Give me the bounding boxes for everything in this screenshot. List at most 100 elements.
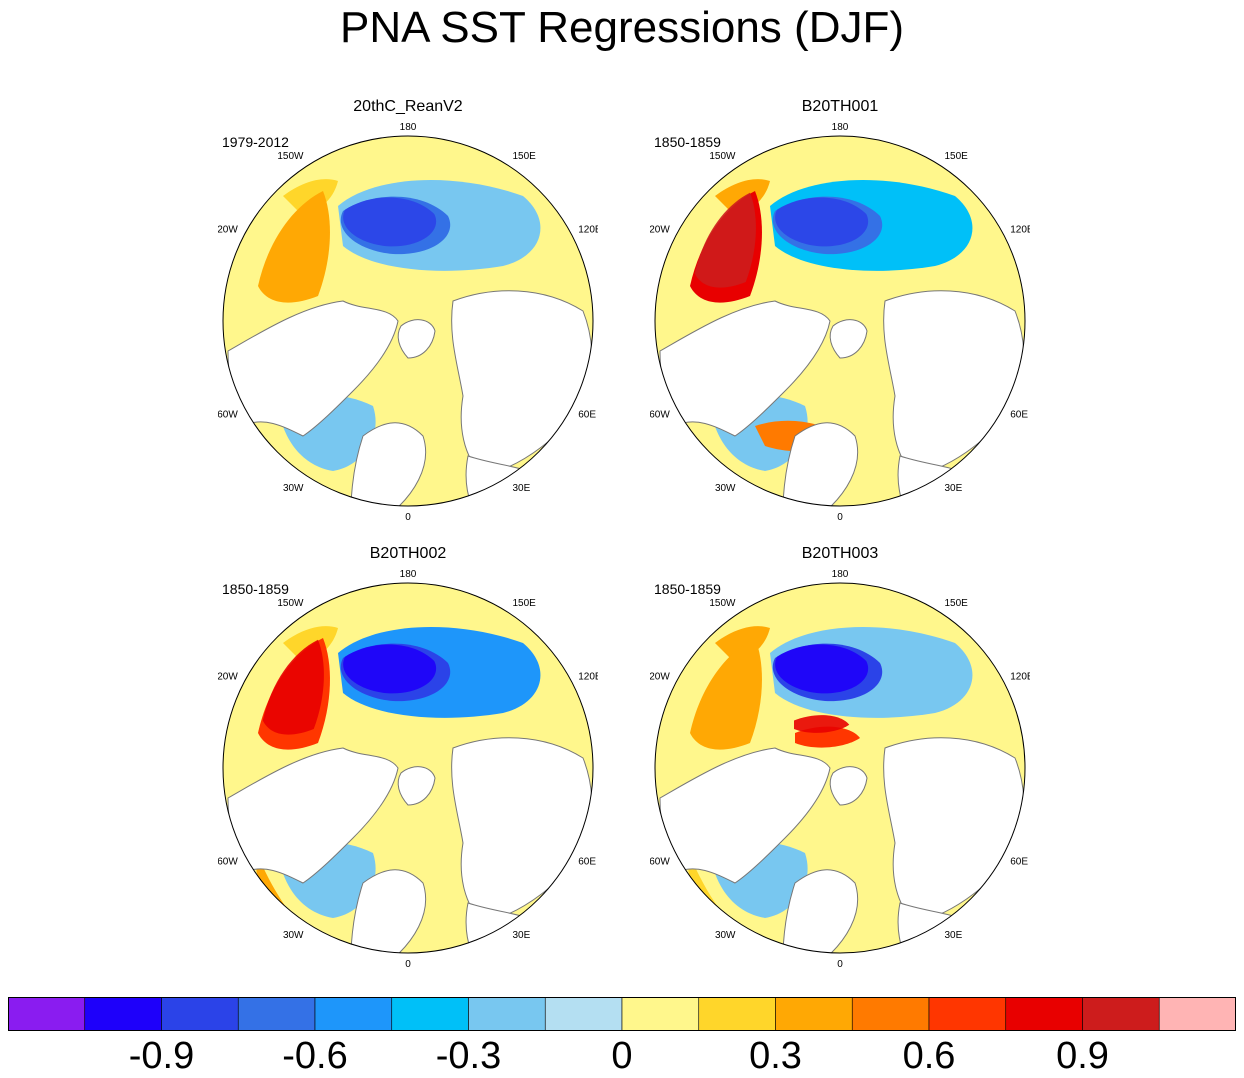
land [350, 422, 427, 506]
longitude-label: 120E [578, 225, 598, 236]
colorbar-tick-label: 0.9 [1056, 1035, 1109, 1077]
panel-title: B20TH001 [801, 98, 879, 115]
land [829, 766, 868, 806]
longitude-label: 150E [945, 151, 969, 162]
longitude-label: 120W [650, 672, 670, 683]
longitude-label: 60E [578, 857, 596, 868]
longitude-label: 30W [283, 483, 304, 494]
longitude-label: 150W [709, 598, 736, 609]
land [897, 902, 981, 953]
colorbar-swatch [1005, 997, 1083, 1031]
colorbar-swatch [698, 997, 776, 1031]
colorbar-swatch [1158, 997, 1236, 1031]
map: 180150E120E90E60E30E030W60W90W120W150W [650, 122, 1030, 523]
land [451, 290, 593, 477]
colorbar-tick-label: 0 [611, 1035, 633, 1077]
colorbar-swatch [468, 997, 546, 1031]
colorbar-swatch [237, 997, 316, 1031]
longitude-label: 30W [283, 930, 304, 941]
longitude-label: 60E [578, 410, 596, 421]
longitude-label: 120E [1010, 672, 1030, 683]
longitude-label: 150E [945, 598, 969, 609]
longitude-label: 60E [1010, 410, 1028, 421]
land [397, 766, 436, 806]
longitude-label: 180 [832, 569, 849, 580]
longitude-label: 120E [578, 672, 598, 683]
land [883, 290, 1025, 477]
sst-region [715, 626, 770, 663]
colorbar-swatch [851, 997, 930, 1031]
longitude-label: 30E [945, 483, 963, 494]
map-field [655, 136, 1025, 506]
longitude-label: 60E [1010, 857, 1028, 868]
longitude-label: 60W [650, 857, 670, 868]
longitude-label: 30W [715, 930, 736, 941]
map: 180150E120E90E60E30E030W60W90W120W150W [218, 122, 598, 523]
map: 180150E120E90E60E30E030W60W90W120W150W [650, 569, 1030, 970]
longitude-label: 120W [218, 225, 238, 236]
colorbar-tick-label: -0.3 [435, 1035, 502, 1077]
map: 180150E120E90E60E30E030W60W90W120W150W [218, 569, 598, 970]
longitude-label: 150E [513, 598, 537, 609]
land [465, 455, 549, 506]
panel-20thc-reanv2: 180150E120E90E60E30E030W60W90W120W150W 2… [218, 98, 598, 538]
map-border [222, 582, 594, 954]
land [897, 455, 981, 506]
sst-region [258, 191, 330, 303]
colorbar-frame [8, 997, 1236, 1031]
sst-region [690, 638, 762, 750]
longitude-label: 180 [400, 569, 417, 580]
longitude-label: 150W [277, 598, 304, 609]
longitude-label: 30W [715, 483, 736, 494]
colorbar-swatch [928, 997, 1007, 1031]
longitude-label: 0 [405, 512, 411, 523]
panel-period: 1850-1859 [654, 134, 721, 150]
colorbar-swatch [84, 997, 162, 1031]
longitude-label: 120E [1010, 225, 1030, 236]
panel-b20th003: 180150E120E90E60E30E030W60W90W120W150W B… [650, 545, 1030, 985]
colorbar-swatch [621, 997, 700, 1031]
panel-period: 1979-2012 [222, 134, 289, 150]
colorbar-tick-label: 0.3 [749, 1035, 802, 1077]
panel-title: B20TH003 [801, 545, 879, 562]
sst-region-core [794, 715, 850, 733]
map-field [655, 583, 1025, 953]
colorbar-swatch [1082, 997, 1160, 1031]
longitude-label: 180 [400, 122, 417, 133]
sst-region-core [775, 197, 869, 247]
colorbar-tick-label: 0.6 [902, 1035, 956, 1077]
sst-region-core [694, 192, 756, 288]
panel-b20th002: 180150E120E90E60E30E030W60W90W120W150W B… [218, 545, 598, 985]
colorbar-swatch [775, 997, 853, 1031]
sst-region [283, 179, 338, 216]
map-border [654, 135, 1026, 507]
longitude-label: 60W [218, 410, 238, 421]
land [397, 319, 436, 359]
sst-region-core [775, 644, 869, 694]
land [465, 902, 549, 953]
longitude-label: 30E [513, 930, 531, 941]
panel-period: 1850-1859 [654, 581, 721, 597]
longitude-label: 150W [277, 151, 304, 162]
map-field [223, 136, 593, 506]
colorbar-tick-label: -0.6 [282, 1035, 348, 1077]
land [782, 869, 859, 953]
figure-title: PNA SST Regressions (DJF) [339, 3, 904, 52]
land [350, 869, 427, 953]
longitude-label: 120W [650, 225, 670, 236]
longitude-label: 30E [945, 930, 963, 941]
panel-title: B20TH002 [369, 545, 447, 562]
longitude-label: 0 [837, 959, 843, 970]
sst-region-core [343, 644, 437, 694]
map-border [654, 582, 1026, 954]
sst-region-core [262, 639, 324, 735]
colorbar [8, 997, 1236, 1031]
longitude-label: 0 [405, 959, 411, 970]
panel-title: 20thC_ReanV2 [353, 98, 463, 115]
longitude-label: 60W [650, 410, 670, 421]
land [782, 422, 859, 506]
longitude-label: 180 [832, 122, 849, 133]
colorbar-swatch [544, 997, 623, 1031]
map-border [222, 135, 594, 507]
longitude-label: 150E [513, 151, 537, 162]
